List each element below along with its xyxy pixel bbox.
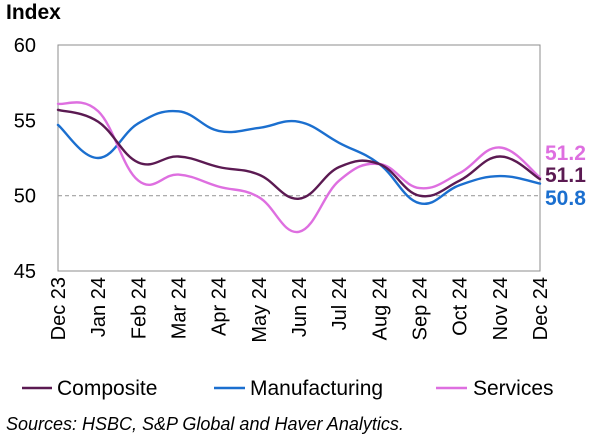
- legend-label-manufacturing: Manufacturing: [250, 377, 383, 400]
- x-tick-label: Dec 24: [530, 277, 552, 340]
- x-axis-ticks: Dec 23 Jan 24 Feb 24 Mar 24 Apr 24 May 24 Jun …: [48, 277, 552, 343]
- end-label-manufacturing: 50.8: [545, 187, 586, 210]
- x-tick-label: Feb 24: [128, 277, 150, 339]
- series-lines: [56, 101, 542, 234]
- series-line-services: [56, 101, 542, 234]
- y-tick-label: 50: [14, 186, 36, 208]
- x-tick-label: Nov 24: [490, 277, 512, 340]
- x-tick-label: Sep 24: [410, 277, 432, 340]
- x-tick-label: Jan 24: [88, 277, 110, 337]
- x-tick-label: Oct 24: [450, 277, 472, 336]
- series-line-composite: [56, 108, 542, 200]
- x-tick-label: May 24: [249, 277, 271, 343]
- end-label-services: 51.2: [545, 142, 586, 165]
- x-tick-label: Jul 24: [329, 277, 351, 330]
- end-labels: 51.150.8 51.2: [545, 142, 586, 210]
- y-tick-label: 60: [14, 35, 36, 57]
- legend-label-services: Services: [473, 377, 554, 400]
- y-axis-ticks: 45 50 55 60: [14, 35, 36, 283]
- x-tick-label: Dec 23: [48, 277, 70, 340]
- end-label-composite: 51.1: [545, 164, 586, 187]
- y-tick-label: 45: [14, 261, 36, 283]
- x-tick-label: Aug 24: [369, 277, 391, 340]
- series-line-manufacturing: [56, 109, 542, 206]
- y-tick-label: 55: [14, 110, 36, 132]
- y-axis-title: Index: [6, 1, 61, 24]
- x-tick-label: Apr 24: [209, 277, 231, 336]
- plot-area: [57, 44, 541, 272]
- x-tick-label: Jun 24: [289, 277, 311, 337]
- legend-label-composite: Composite: [57, 377, 157, 400]
- x-tick-label: Mar 24: [169, 277, 191, 339]
- legend: Composite Manufacturing Services: [22, 377, 554, 400]
- source-note: Sources: HSBC, S&P Global and Haver Anal…: [6, 414, 404, 434]
